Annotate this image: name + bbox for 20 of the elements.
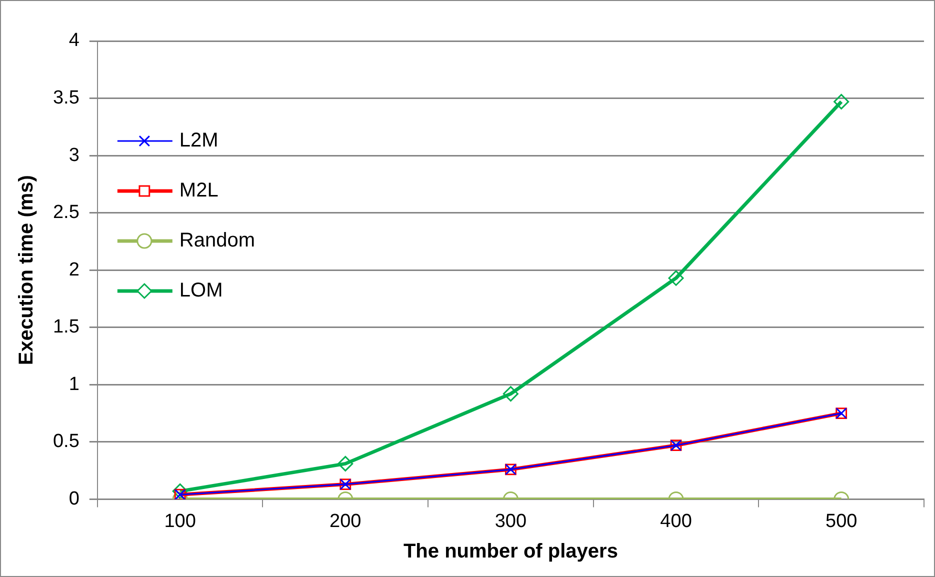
y-tick-label: 4: [68, 30, 80, 52]
y-tick-label: 1.5: [52, 316, 80, 338]
legend-label: L2M: [179, 130, 218, 152]
legend-label: M2L: [179, 180, 218, 202]
x-axis-title: The number of players: [403, 540, 618, 563]
legend-label: LOM: [179, 280, 223, 302]
y-tick-label: 3: [68, 144, 80, 166]
x-tick-label: 500: [825, 510, 858, 532]
x-tick-label: 300: [494, 510, 527, 532]
y-tick-label: 2.5: [52, 202, 80, 224]
y-tick-label: 1: [68, 374, 80, 395]
y-tick-label: 2: [68, 259, 80, 280]
y-tick-label: 0.5: [52, 431, 80, 452]
x-tick-label: 200: [330, 510, 362, 532]
y-axis-title: Execution time (ms): [16, 175, 38, 366]
legend-label: Random: [179, 230, 256, 252]
x-tick-label: 400: [660, 510, 692, 532]
y-tick-label: 3.5: [52, 88, 80, 109]
y-tick-label: 0: [68, 488, 80, 510]
x-tick-label: 100: [164, 510, 196, 532]
